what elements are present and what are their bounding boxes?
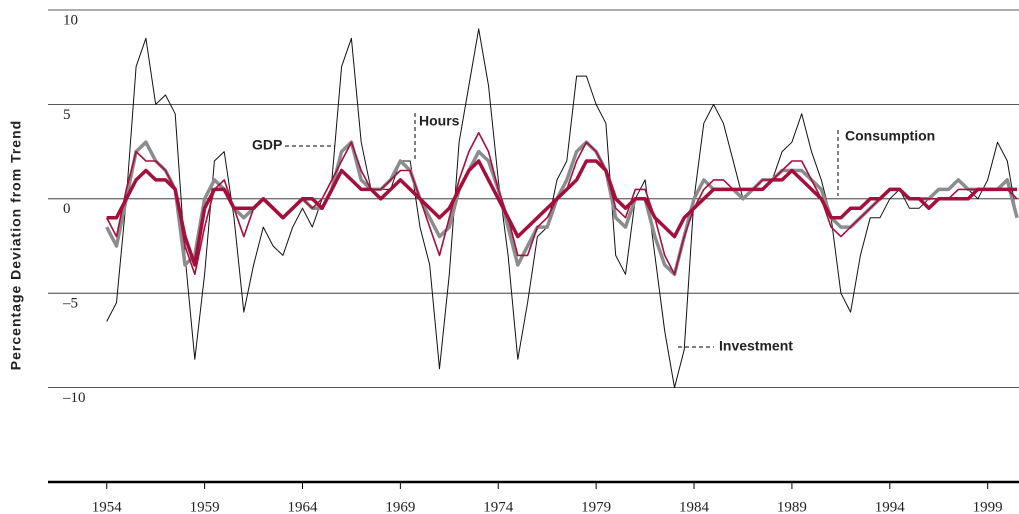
series-line xyxy=(106,28,1018,389)
series-label: Consumption xyxy=(845,128,935,144)
x-tick-label: 1989 xyxy=(777,499,807,514)
series-line xyxy=(106,159,1017,267)
x-tick-label: 1994 xyxy=(875,499,906,514)
y-tick-label: 10 xyxy=(63,12,78,28)
y-tick-label: 0 xyxy=(63,201,71,217)
x-tick-label: 1954 xyxy=(92,499,123,514)
x-tick-label: 1974 xyxy=(483,499,514,514)
x-tick-label: 1999 xyxy=(973,499,1003,514)
y-tick-label: –5 xyxy=(62,296,78,312)
x-tick-label: 1969 xyxy=(385,499,415,514)
y-axis-label: Percentage Deviation from Trend xyxy=(8,120,24,370)
x-tick-label: 1964 xyxy=(287,499,318,514)
series-line xyxy=(105,131,1018,276)
x-tick-label: 1959 xyxy=(190,499,220,514)
y-tick-label: –10 xyxy=(62,390,86,406)
x-tick-label: 1979 xyxy=(581,499,611,514)
series-label: Hours xyxy=(419,113,460,129)
series-label: Investment xyxy=(719,338,793,354)
y-tick-label: 5 xyxy=(63,107,71,123)
x-tick-label: 1984 xyxy=(679,499,710,514)
series-label: GDP xyxy=(252,137,282,153)
